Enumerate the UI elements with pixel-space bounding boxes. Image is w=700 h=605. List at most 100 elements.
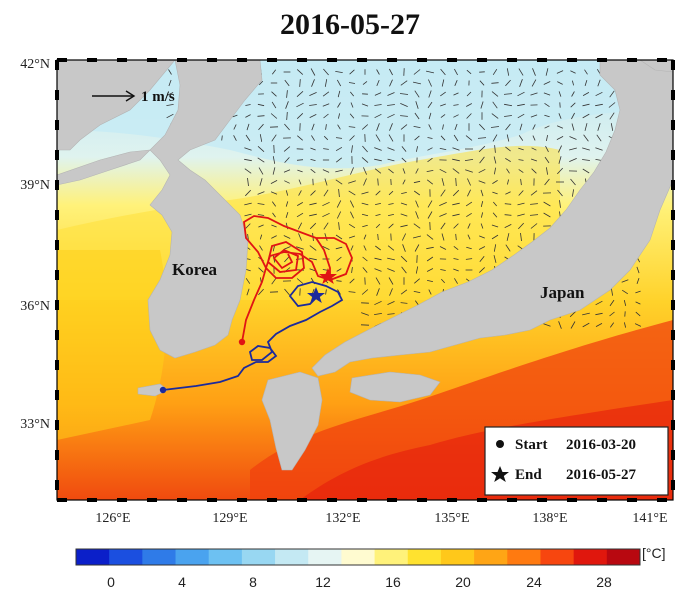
land-china <box>57 60 176 151</box>
current-vector <box>401 266 407 274</box>
current-vector <box>387 147 395 151</box>
current-vector <box>571 112 575 120</box>
current-vector <box>375 223 381 229</box>
current-vector <box>505 123 511 131</box>
current-vector <box>323 68 329 76</box>
current-vector <box>518 159 524 161</box>
current-vector <box>635 311 641 317</box>
current-vector <box>244 158 252 162</box>
current-vector <box>309 245 317 251</box>
current-vector <box>322 201 330 207</box>
current-vector <box>558 113 562 119</box>
current-vector <box>505 79 511 87</box>
current-vector <box>635 301 641 305</box>
current-vector <box>296 278 304 284</box>
lon-label-126: 126°E <box>95 511 130 526</box>
current-vector <box>492 201 498 207</box>
current-vector <box>387 301 395 305</box>
current-vector <box>258 224 264 228</box>
current-vector <box>439 148 447 150</box>
current-vector <box>491 224 499 228</box>
current-vector <box>323 113 329 119</box>
current-vector <box>232 114 238 118</box>
current-vector <box>258 123 264 131</box>
current-vector <box>517 113 525 119</box>
current-vector <box>453 268 459 272</box>
current-vector <box>285 101 289 109</box>
current-vector <box>427 137 433 139</box>
current-vector <box>582 322 590 328</box>
current-vector <box>324 233 328 241</box>
current-vector <box>572 189 574 197</box>
current-vector <box>415 101 419 109</box>
current-vector <box>272 156 276 164</box>
label-japan: Japan <box>540 283 585 302</box>
current-vector <box>491 113 499 119</box>
current-vector <box>296 69 304 75</box>
colorbar-swatch <box>109 549 143 565</box>
current-vector <box>362 256 368 262</box>
current-vector <box>491 234 499 240</box>
current-vector <box>401 192 407 194</box>
current-vector <box>530 92 538 96</box>
current-vector <box>557 81 563 85</box>
current-vector <box>361 191 369 195</box>
current-vector <box>492 191 498 195</box>
current-vector <box>298 233 302 241</box>
current-vector <box>494 145 496 153</box>
current-vector <box>377 233 379 241</box>
current-vector <box>532 68 536 76</box>
current-vector <box>595 91 603 97</box>
current-vector <box>400 202 408 206</box>
current-vector <box>374 147 382 151</box>
current-vector <box>286 111 288 121</box>
current-vector <box>284 180 290 184</box>
current-vector <box>297 169 303 173</box>
current-vector <box>361 312 369 316</box>
current-vector <box>270 191 278 195</box>
current-vector <box>558 156 562 164</box>
current-vector <box>272 212 276 218</box>
current-vector <box>441 79 445 87</box>
current-vector <box>492 212 498 218</box>
current-vector <box>349 91 355 97</box>
current-vector <box>530 203 538 205</box>
current-vector <box>480 201 484 207</box>
current-vector <box>389 288 393 296</box>
current-vector <box>543 92 551 96</box>
current-vector <box>479 267 485 273</box>
current-vector <box>532 124 536 130</box>
current-vector <box>439 246 447 250</box>
current-vector <box>400 302 408 304</box>
current-vector <box>337 102 341 108</box>
current-vector <box>465 201 473 207</box>
current-vector <box>608 102 616 108</box>
current-vector <box>324 178 328 186</box>
current-vector <box>323 189 329 197</box>
current-vector <box>259 234 263 240</box>
current-vector <box>519 79 523 87</box>
current-vector <box>285 190 289 196</box>
current-vector <box>520 178 522 186</box>
current-vector <box>571 91 575 97</box>
lat-label-39: 39°N <box>20 178 50 193</box>
current-vector <box>401 233 407 241</box>
current-vector <box>454 80 458 86</box>
current-vector <box>388 134 394 142</box>
current-vector <box>387 92 395 96</box>
colorbar-swatch <box>573 549 608 565</box>
current-vector <box>426 246 434 250</box>
current-vector <box>389 123 393 131</box>
current-vector <box>494 167 496 175</box>
colorbar-swatch <box>175 549 210 565</box>
current-vector <box>413 190 421 196</box>
current-vector <box>569 147 577 151</box>
colorbar-swatch <box>407 549 442 565</box>
current-vector <box>349 278 355 284</box>
red-end-marker <box>319 268 337 284</box>
current-vector <box>531 79 537 87</box>
current-vector <box>376 288 380 296</box>
current-vector <box>415 266 419 274</box>
lat-label-36: 36°N <box>20 299 50 314</box>
current-vector <box>505 244 511 252</box>
